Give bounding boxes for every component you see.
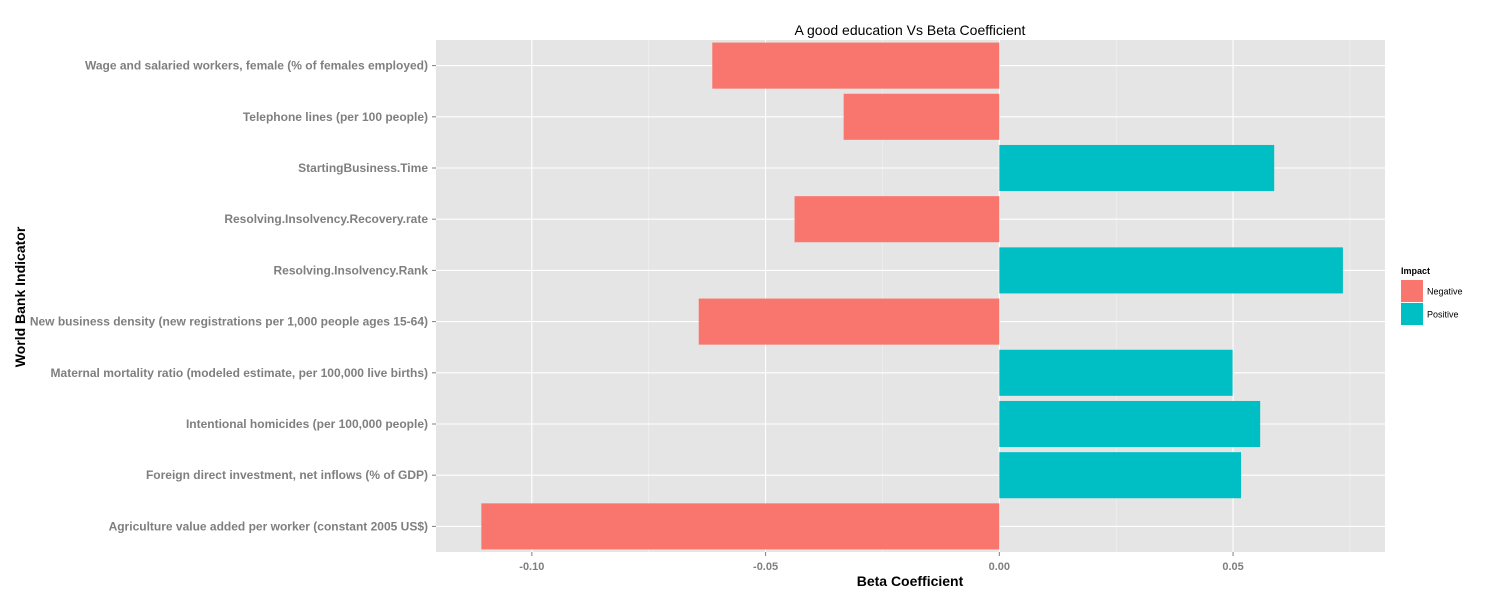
legend-label-negative: Negative xyxy=(1427,287,1463,297)
y-tick-label: Wage and salaried workers, female (% of … xyxy=(85,59,428,73)
x-tick-label: 0.00 xyxy=(989,561,1010,573)
bar-negative xyxy=(481,503,1000,550)
x-axis-ticks: -0.10 -0.05 0.00 0.05 xyxy=(519,552,1244,573)
legend: Impact Negative Positive xyxy=(1401,266,1463,325)
y-tick-label: Foreign direct investment, net inflows (… xyxy=(146,468,428,482)
legend-title: Impact xyxy=(1401,266,1430,276)
x-tick-label: 0.05 xyxy=(1222,561,1243,573)
bar-negative xyxy=(712,42,1000,89)
x-tick-label: -0.05 xyxy=(753,561,778,573)
y-tick-label: Telephone lines (per 100 people) xyxy=(243,110,428,124)
y-tick-label: StartingBusiness.Time xyxy=(298,161,428,175)
y-tick-label: Resolving.Insolvency.Recovery.rate xyxy=(224,212,428,226)
legend-swatch-negative xyxy=(1401,280,1423,302)
y-axis-ticks: Wage and salaried workers, female (% of … xyxy=(30,59,436,533)
bar-positive xyxy=(999,144,1275,192)
x-tick-label: -0.10 xyxy=(519,561,544,573)
bar-negative xyxy=(843,93,1000,140)
y-tick-label: Agriculture value added per worker (cons… xyxy=(109,519,428,533)
y-axis-title: World Bank Indicator xyxy=(12,226,28,367)
legend-swatch-positive xyxy=(1401,303,1423,325)
legend-items: Negative Positive xyxy=(1401,280,1463,325)
y-tick-label: Resolving.Insolvency.Rank xyxy=(274,263,429,277)
y-tick-label: Intentional homicides (per 100,000 peopl… xyxy=(186,417,428,431)
bar-positive xyxy=(999,400,1261,448)
legend-label-positive: Positive xyxy=(1427,310,1459,320)
bar-positive xyxy=(999,349,1233,396)
chart-title: A good education Vs Beta Coefficient xyxy=(795,22,1026,38)
bar-positive xyxy=(999,452,1242,499)
y-tick-label: Maternal mortality ratio (modeled estima… xyxy=(51,366,428,380)
x-axis-title: Beta Coefficient xyxy=(857,573,964,589)
bar-negative xyxy=(698,298,1000,345)
bar-negative xyxy=(794,196,1000,243)
bars xyxy=(481,42,1343,550)
bar-positive xyxy=(999,247,1343,294)
y-tick-label: New business density (new registrations … xyxy=(30,315,428,329)
